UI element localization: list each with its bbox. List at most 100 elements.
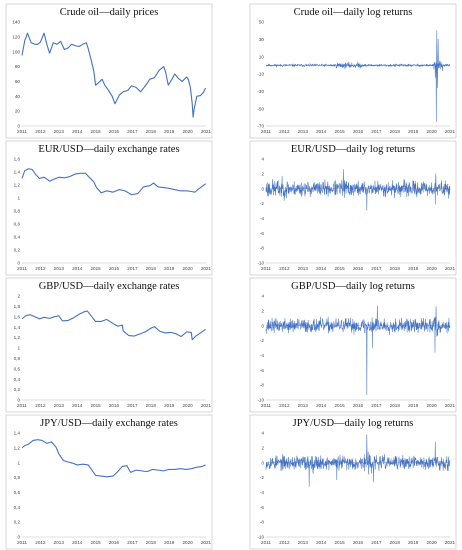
y-tick-label: -30 — [257, 89, 264, 94]
x-tick-label: 2012 — [35, 129, 46, 134]
y-tick-label: 4 — [261, 294, 264, 299]
x-tick-label: 2021 — [445, 540, 456, 545]
x-tick-label: 2015 — [90, 129, 101, 134]
chart-title: JPY/USD—daily log returns — [293, 418, 414, 429]
x-tick-label: 2021 — [201, 129, 212, 134]
chart-frame — [249, 414, 457, 550]
series-line — [21, 310, 206, 341]
x-tick-label: 2014 — [316, 129, 327, 134]
x-tick-label: 2018 — [390, 129, 401, 134]
y-tick-label: 0,2 — [14, 387, 21, 392]
x-tick-label: 2016 — [353, 540, 364, 545]
chart-panel-oil_returns: Crude oil—daily log returns -70 -50 -30 -10 1… — [249, 3, 457, 139]
series-line — [265, 169, 451, 211]
x-tick-label: 2015 — [334, 129, 345, 134]
y-tick-label: 10 — [259, 54, 265, 59]
x-tick-label: 2017 — [127, 403, 138, 408]
x-tick-label: 2011 — [261, 403, 271, 408]
y-tick-label: 2 — [261, 445, 264, 450]
y-tick-label: 0,8 — [14, 475, 21, 480]
y-tick-label: 1,2 — [14, 183, 21, 188]
x-tick-label: 2016 — [353, 403, 364, 408]
y-tick-label: -10 — [257, 261, 264, 266]
chart-frame — [5, 3, 213, 139]
y-tick-label: 0 — [261, 323, 264, 328]
x-tick-label: 2014 — [72, 129, 83, 134]
x-tick-label: 2013 — [54, 403, 65, 408]
chart-panel-gbpusd_returns: GBP/USD—daily log returns -10 -8 -6 -4 -2 0 2 4 2… — [249, 277, 457, 413]
y-tick-label: -10 — [257, 535, 264, 540]
x-tick-label: 2015 — [90, 403, 101, 408]
x-tick-label: 2020 — [426, 129, 437, 134]
chart-panel-jpyusd_rates: JPY/USD—daily exchange rates 0 0,2 0,4 0,6 0,… — [5, 414, 213, 550]
y-tick-label: 1,6 — [14, 157, 21, 162]
y-tick-label: 1 — [17, 346, 20, 351]
y-tick-label: 0,4 — [14, 505, 21, 510]
x-tick-label: 2013 — [54, 129, 65, 134]
series-line — [21, 168, 206, 196]
x-tick-label: 2018 — [146, 266, 157, 271]
x-tick-label: 2013 — [298, 540, 309, 545]
x-tick-label: 2019 — [164, 129, 175, 134]
x-tick-label: 2014 — [316, 540, 327, 545]
x-tick-label: 2015 — [334, 403, 345, 408]
y-tick-label: -2 — [260, 475, 265, 480]
y-tick-label: 0 — [17, 124, 20, 129]
y-tick-label: 0 — [261, 186, 264, 191]
chart-panel-eurusd_returns: EUR/USD—daily log returns -10 -8 -6 -4 -2 0 2 4 2… — [249, 140, 457, 276]
chart-frame — [5, 277, 213, 413]
x-tick-label: 2013 — [298, 129, 309, 134]
chart-title: Crude oil—daily log returns — [294, 7, 413, 18]
x-tick-label: 2016 — [353, 266, 364, 271]
y-tick-label: 2 — [261, 171, 264, 176]
x-tick-label: 2012 — [35, 266, 46, 271]
x-tick-label: 2021 — [201, 540, 212, 545]
x-tick-label: 2011 — [261, 540, 271, 545]
y-tick-label: 4 — [261, 157, 264, 162]
x-tick-label: 2020 — [426, 266, 437, 271]
x-tick-label: 2015 — [334, 266, 345, 271]
y-tick-label: -70 — [257, 124, 264, 129]
x-tick-label: 2011 — [17, 129, 27, 134]
x-tick-label: 2019 — [408, 129, 419, 134]
y-tick-label: 4 — [261, 431, 264, 436]
y-tick-label: 1 — [17, 460, 20, 465]
series-line — [265, 305, 451, 396]
y-tick-label: -50 — [257, 106, 264, 111]
x-tick-label: 2015 — [90, 266, 101, 271]
x-tick-label: 2021 — [201, 403, 212, 408]
x-tick-label: 2016 — [109, 540, 120, 545]
x-tick-label: 2019 — [164, 266, 175, 271]
x-tick-label: 2012 — [35, 403, 46, 408]
y-tick-label: -2 — [260, 338, 265, 343]
y-tick-label: 1,4 — [14, 431, 21, 436]
x-tick-label: 2021 — [445, 266, 456, 271]
y-tick-label: 60 — [15, 79, 21, 84]
y-tick-label: 20 — [15, 109, 21, 114]
y-tick-label: 0,6 — [14, 222, 21, 227]
y-tick-label: 1,4 — [14, 325, 21, 330]
x-tick-label: 2016 — [109, 129, 120, 134]
chart-panel-oil_prices: Crude oil—daily prices 0 20 40 60 80 100 120 140… — [5, 3, 213, 139]
series-line — [21, 32, 207, 118]
x-tick-label: 2020 — [182, 266, 193, 271]
y-tick-label: 0,6 — [14, 366, 21, 371]
chart-title: JPY/USD—daily exchange rates — [40, 418, 178, 429]
y-tick-label: 2 — [17, 294, 20, 299]
x-tick-label: 2011 — [17, 266, 27, 271]
y-tick-label: 50 — [259, 20, 265, 25]
y-tick-label: 0 — [17, 398, 20, 403]
x-tick-label: 2021 — [445, 129, 456, 134]
x-tick-label: 2015 — [90, 540, 101, 545]
x-tick-label: 2011 — [17, 403, 27, 408]
x-tick-label: 2017 — [127, 540, 138, 545]
x-tick-label: 2017 — [127, 266, 138, 271]
x-tick-label: 2021 — [445, 403, 456, 408]
x-tick-label: 2012 — [279, 540, 290, 545]
x-tick-label: 2018 — [146, 403, 157, 408]
chart-title: EUR/USD—daily log returns — [291, 144, 415, 155]
y-tick-label: -2 — [260, 201, 265, 206]
y-tick-label: 1,8 — [14, 304, 21, 309]
y-tick-label: 0 — [261, 460, 264, 465]
chart-frame — [5, 140, 213, 276]
